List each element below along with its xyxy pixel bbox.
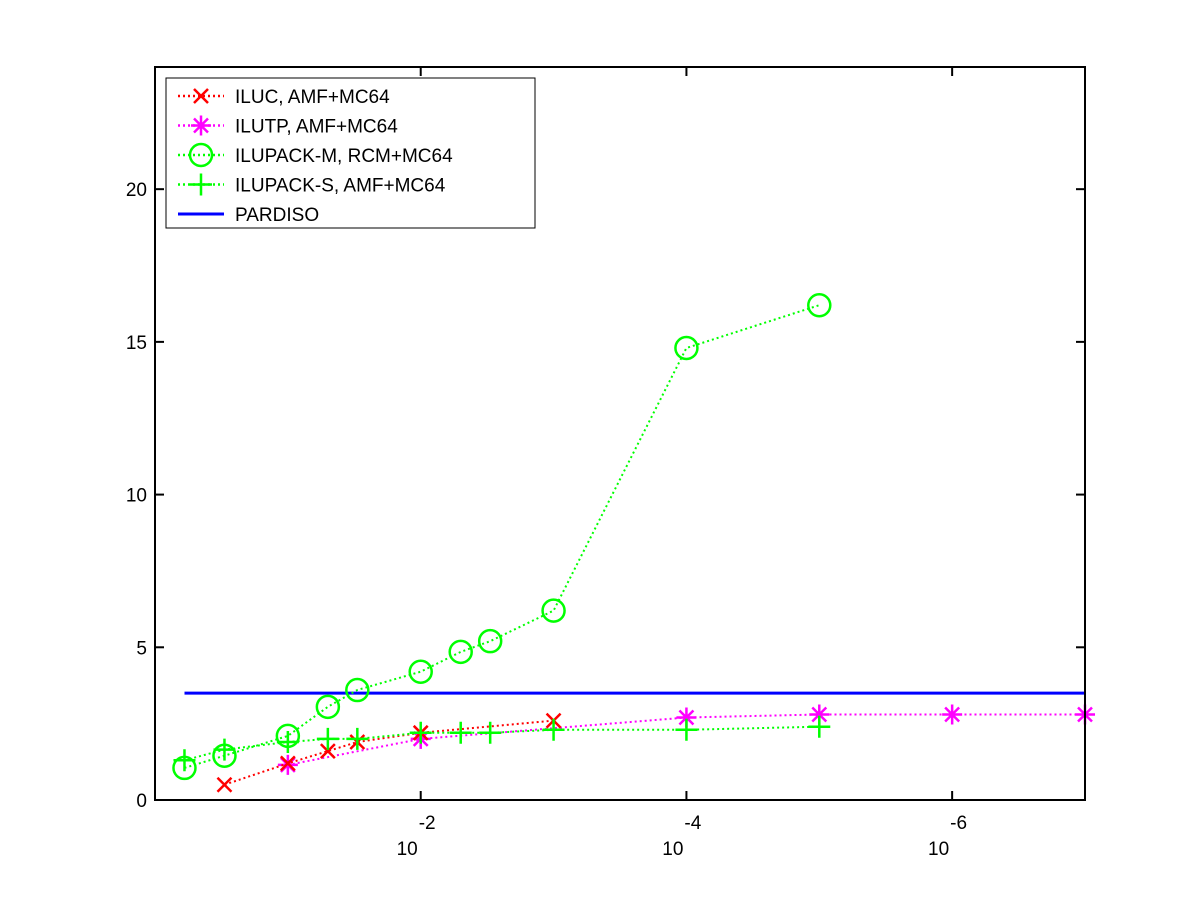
x-tick-label-exponent: -2	[419, 813, 436, 834]
data-point	[279, 755, 296, 772]
data-point	[316, 727, 339, 750]
data-point	[808, 715, 831, 738]
data-point	[809, 704, 830, 725]
data-point	[479, 721, 502, 744]
x-tick-label-base: 10	[928, 839, 949, 860]
data-point	[541, 598, 566, 623]
data-point	[449, 721, 472, 744]
data-point	[319, 743, 336, 760]
data-point	[346, 727, 369, 750]
data-point	[315, 694, 341, 720]
legend-entry-label: ILUC, AMF+MC64	[235, 87, 390, 108]
series-3	[173, 715, 831, 772]
x-tick-label-base: 10	[397, 839, 418, 860]
series-line	[224, 719, 554, 786]
data-point	[408, 659, 433, 684]
y-tick-label: 5	[136, 638, 147, 659]
data-point	[942, 704, 963, 725]
x-tick-label-base: 10	[662, 839, 683, 860]
legend-marker	[191, 115, 211, 136]
legend: ILUC, AMF+MC64 ILUTP, AMF+MC64 ILUPACK-M, …	[165, 77, 536, 229]
data-point	[276, 730, 299, 753]
legend-entry-label: ILUPACK-S, AMF+MC64	[235, 176, 446, 197]
data-point	[477, 628, 503, 654]
series-line	[184, 304, 820, 769]
data-point	[275, 723, 301, 749]
legend-box	[165, 77, 536, 229]
data-point	[542, 718, 565, 741]
legend-marker	[193, 88, 209, 104]
data-point	[409, 721, 432, 744]
data-point	[448, 639, 473, 665]
y-tick-label: 10	[126, 486, 147, 507]
y-tick-label: 0	[136, 791, 147, 812]
data-point	[807, 292, 832, 318]
data-point	[675, 718, 698, 741]
legend-marker	[188, 142, 214, 168]
y-tick-label: 15	[126, 333, 147, 354]
x-tick-label-exponent: -6	[950, 813, 967, 834]
series-2	[172, 292, 832, 781]
series-line	[184, 725, 820, 762]
data-point	[676, 707, 697, 728]
data-point	[345, 677, 370, 703]
x-tick-label-exponent: -4	[684, 813, 701, 834]
data-point	[172, 755, 197, 781]
series-0	[216, 712, 562, 793]
data-point	[213, 738, 236, 761]
data-point	[674, 335, 699, 361]
y-tick-label: 20	[126, 180, 147, 201]
legend-marker	[190, 173, 212, 196]
legend-entry-label: PARDISO	[235, 205, 319, 226]
data-point	[216, 776, 233, 793]
plot-frame	[154, 66, 1086, 801]
data-point	[212, 743, 237, 768]
legend-entry-label: ILUPACK-M, RCM+MC64	[235, 146, 453, 167]
legend-entry-label: ILUTP, AMF+MC64	[235, 117, 398, 138]
